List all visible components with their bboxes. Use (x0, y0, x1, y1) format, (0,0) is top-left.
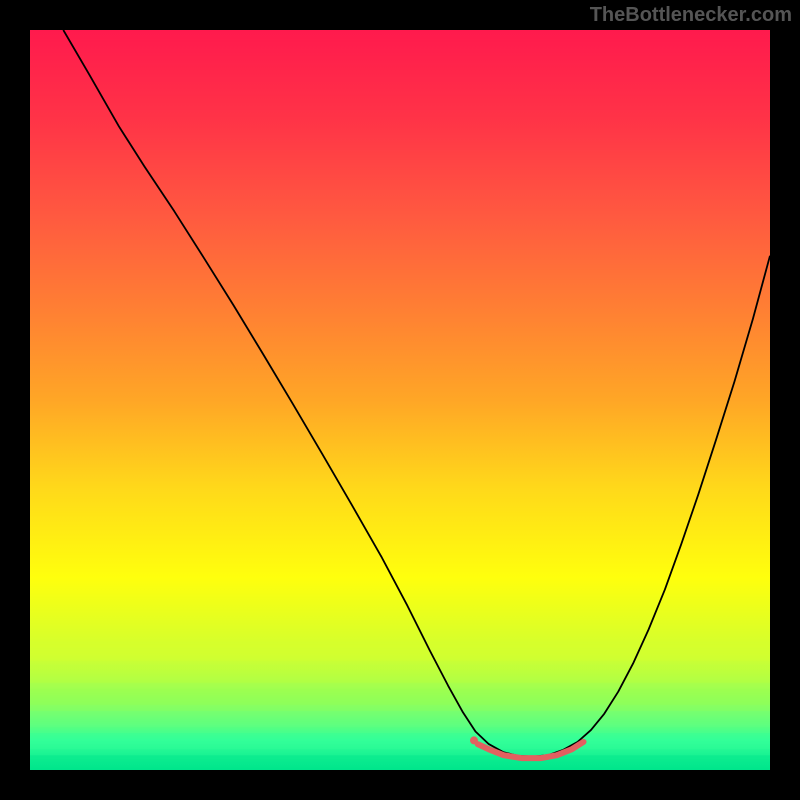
bottleneck-chart (30, 30, 770, 770)
chart-container: TheBottlenecker.com (0, 0, 800, 800)
plot-area (30, 30, 770, 770)
watermark-text: TheBottlenecker.com (590, 4, 792, 27)
